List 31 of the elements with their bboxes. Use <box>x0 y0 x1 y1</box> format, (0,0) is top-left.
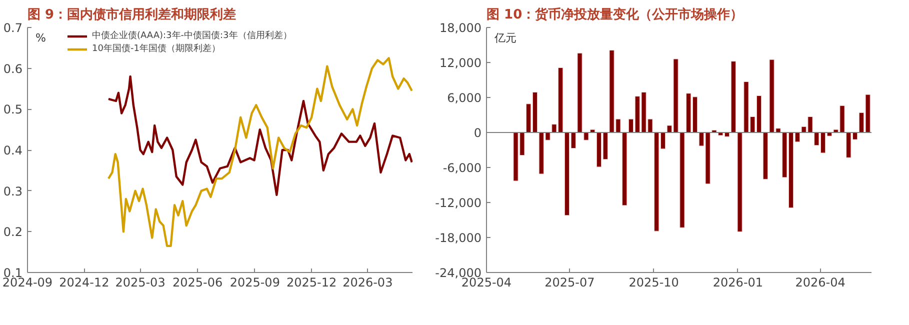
y-tick-label: 0.4 <box>3 144 23 158</box>
y-tick-label: 12,000 <box>440 56 482 70</box>
legend-label: 10年国债-1年国债（期限利差） <box>92 42 220 55</box>
y-tick-label: 0.7 <box>3 21 23 35</box>
y-tick-label: -18,000 <box>435 231 482 245</box>
y-tick-label: 0.6 <box>3 62 23 76</box>
y-tick-label: 6,000 <box>447 91 482 105</box>
x-tick-label: 2025-03 <box>115 276 166 290</box>
x-tick-label: 2024-12 <box>59 276 110 290</box>
x-tick-label: 2024-09 <box>2 276 53 290</box>
x-tick-label: 2026-01 <box>712 276 764 290</box>
y-tick-label: 0 <box>474 126 482 140</box>
x-tick-label: 2025-12 <box>286 276 337 290</box>
chart-title: 图 10：货币净投放量变化（公开市场操作） <box>486 6 744 22</box>
x-tick-label: 2026-04 <box>795 276 846 290</box>
legend-label: 中债企业债(AAA):3年-中债国债:3年（信用利差） <box>92 30 292 42</box>
chart-title: 图 9：国内债市信用利差和期限利差 <box>28 6 236 22</box>
x-tick-label: 2025-07 <box>544 276 595 290</box>
x-tick-label: 2026-03 <box>342 276 393 290</box>
y-tick-label: -6,000 <box>442 161 482 175</box>
x-tick-label: 2025-10 <box>628 276 679 290</box>
y-axis-title: 亿元 <box>494 32 516 44</box>
y-tick-label: 18,000 <box>440 21 482 35</box>
y-tick-label: 0.2 <box>3 225 23 240</box>
x-tick-label: 2025-04 <box>461 276 512 290</box>
x-tick-label: 2025-09 <box>230 276 280 290</box>
y-axis-title: % <box>36 32 46 44</box>
y-tick-label: 0.3 <box>3 184 23 198</box>
x-tick-label: 2025-06 <box>172 276 223 290</box>
y-tick-label: -12,000 <box>435 196 482 210</box>
y-tick-label: 0.5 <box>3 102 23 117</box>
